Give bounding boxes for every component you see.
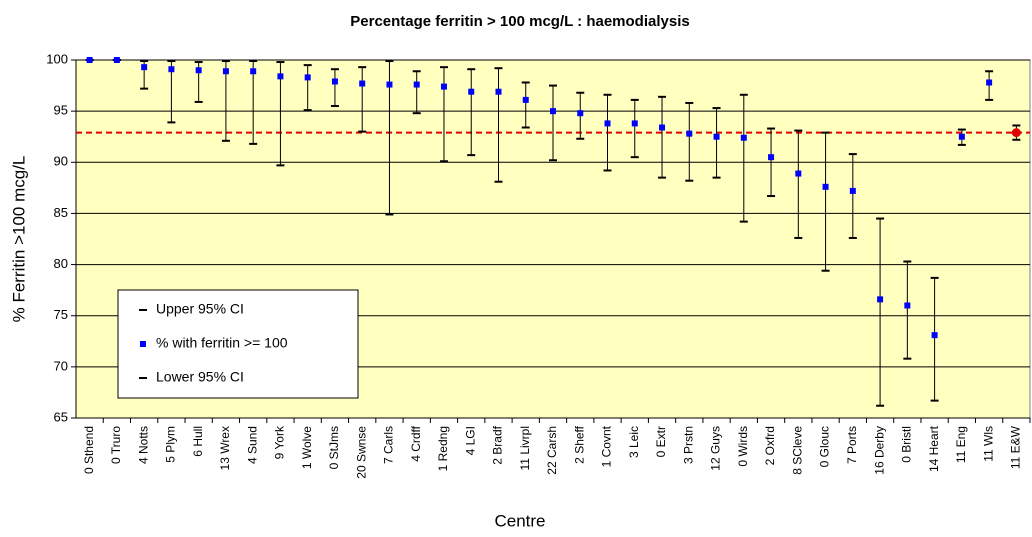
- value-point: [713, 133, 720, 140]
- value-point: [495, 88, 502, 95]
- x-tick-label: 16 Derby: [872, 426, 886, 475]
- chart-title: Percentage ferritin > 100 mcg/L : haemod…: [350, 13, 689, 30]
- x-tick-label: 4 Notts: [136, 426, 150, 464]
- value-point: [795, 170, 802, 177]
- x-tick-label: 4 Crdff: [409, 425, 423, 461]
- x-tick-label: 8 SCleve: [790, 426, 804, 475]
- x-tick-label: 1 Redng: [436, 426, 450, 471]
- legend-swatch: [140, 341, 146, 347]
- x-tick-label: 0 Sthend: [82, 426, 96, 474]
- x-tick-label: 11 Livrpl: [518, 426, 532, 470]
- x-tick-label: 11 E&W: [1009, 425, 1023, 469]
- value-point: [577, 110, 584, 117]
- x-tick-label: 9 York: [273, 425, 287, 459]
- legend-label: % with ferritin >= 100: [156, 335, 288, 351]
- y-axis-title: % Ferritin >100 mcg/L: [9, 156, 28, 323]
- value-point: [686, 130, 693, 137]
- value-point: [904, 302, 911, 309]
- value-point: [550, 108, 556, 115]
- value-point: [958, 133, 965, 140]
- y-tick-label: 80: [54, 256, 68, 271]
- x-tick-label: 13 Wrex: [218, 426, 232, 470]
- value-point: [141, 64, 148, 71]
- value-point: [113, 57, 120, 63]
- x-tick-label: 0 Wirds: [736, 426, 750, 467]
- value-point: [468, 88, 475, 95]
- x-tick-label: 5 Plym: [164, 426, 178, 463]
- x-tick-label: 22 Carsh: [545, 426, 559, 475]
- value-point: [222, 68, 229, 75]
- value-point: [195, 67, 202, 74]
- y-tick-label: 85: [54, 205, 68, 220]
- value-point: [849, 187, 856, 194]
- legend-box: [117, 289, 359, 399]
- value-point: [631, 120, 638, 127]
- x-tick-label: 11 Eng: [954, 426, 968, 463]
- value-point: [331, 78, 338, 85]
- x-tick-label: 2 Oxfrd: [763, 426, 777, 465]
- value-point: [359, 80, 366, 87]
- value-point: [277, 73, 284, 80]
- value-point: [168, 66, 175, 73]
- y-tick-label: 65: [54, 409, 68, 424]
- value-point: [822, 183, 829, 190]
- value-point: [413, 81, 420, 88]
- x-tick-label: 11 Wls: [981, 426, 995, 462]
- value-point: [877, 296, 884, 303]
- x-tick-label: 0 Truro: [109, 426, 123, 464]
- x-tick-label: 2 Sheff: [572, 425, 586, 463]
- value-point: [86, 57, 93, 63]
- x-axis-title: Centre: [494, 511, 545, 530]
- value-point: [986, 79, 993, 86]
- value-point: [250, 68, 257, 75]
- x-tick-label: 3 Leic: [627, 426, 641, 458]
- value-point: [304, 74, 311, 81]
- x-tick-label: 0 StJms: [327, 426, 341, 469]
- y-tick-label: 75: [54, 307, 68, 322]
- y-tick-label: 70: [54, 358, 68, 373]
- value-point: [931, 332, 938, 339]
- x-tick-label: 6 Hull: [191, 426, 205, 457]
- legend-label: Lower 95% CI: [156, 369, 244, 385]
- x-tick-label: 20 Swnse: [354, 426, 368, 479]
- value-point: [659, 124, 666, 131]
- x-tick-label: 4 Sund: [245, 426, 259, 464]
- value-point: [440, 83, 447, 90]
- x-tick-label: 1 Wolve: [300, 426, 314, 469]
- x-tick-label: 12 Guys: [709, 426, 723, 471]
- x-tick-label: 1 Covnt: [600, 425, 614, 467]
- x-tick-label: 7 Carls: [382, 426, 396, 464]
- x-tick-label: 0 Glouc: [818, 426, 832, 467]
- y-tick-label: 100: [46, 51, 68, 66]
- x-tick-label: 14 Heart: [927, 425, 941, 472]
- value-point: [386, 81, 393, 88]
- value-point: [768, 154, 775, 161]
- x-tick-label: 2 Bradf: [491, 425, 505, 464]
- highlight-point: [1011, 128, 1021, 138]
- x-tick-label: 7 Ports: [845, 426, 859, 464]
- y-tick-label: 95: [54, 103, 68, 118]
- value-point: [740, 134, 747, 141]
- x-tick-label: 3 Prstn: [681, 426, 695, 464]
- value-point: [604, 120, 611, 127]
- x-tick-label: 0 Extr: [654, 426, 668, 457]
- x-tick-label: 4 LGI: [463, 426, 477, 455]
- value-point: [522, 96, 529, 103]
- legend-label: Upper 95% CI: [156, 301, 244, 317]
- x-tick-label: 0 Bristl: [900, 426, 914, 463]
- y-tick-label: 90: [54, 154, 68, 169]
